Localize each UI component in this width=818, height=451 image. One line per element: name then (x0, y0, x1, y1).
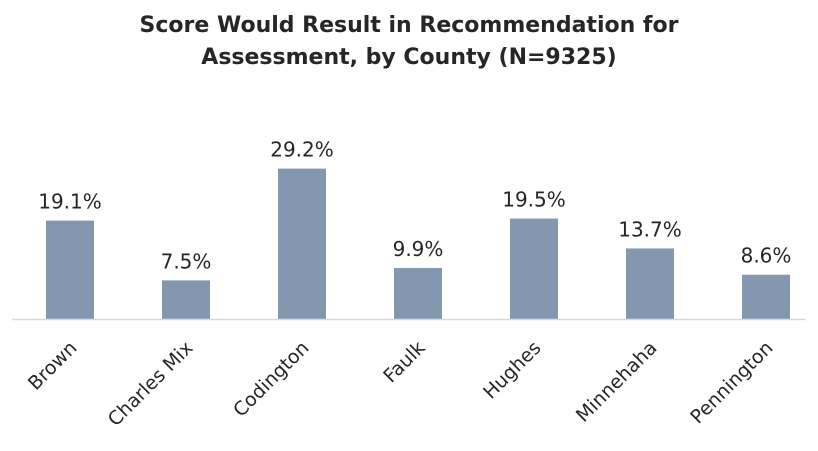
bar-pennington (742, 274, 790, 319)
data-label-minnehaha: 13.7% (618, 217, 682, 241)
data-label-hughes: 19.5% (502, 188, 566, 212)
x-tick-label-charles-mix: Charles Mix (104, 337, 198, 431)
bar-charles-mix (162, 280, 210, 319)
x-tick-label-codington: Codington (229, 337, 313, 421)
x-tick-label-hughes: Hughes (479, 337, 545, 403)
x-tick-label-pennington: Pennington (686, 337, 777, 428)
data-label-charles-mix: 7.5% (161, 249, 212, 273)
x-tick-label-brown: Brown (24, 337, 82, 395)
data-label-faulk: 9.9% (393, 237, 444, 261)
bar-brown (46, 220, 94, 319)
data-label-pennington: 8.6% (741, 244, 792, 268)
chart-title-line-1: Score Would Result in Recommendation for (139, 13, 679, 38)
data-label-brown: 19.1% (38, 190, 102, 214)
chart-title-line-2: Assessment, by County (N=9325) (201, 45, 617, 70)
x-tick-label-faulk: Faulk (379, 337, 429, 387)
bar-faulk (394, 268, 442, 319)
bar-minnehaha (626, 248, 674, 319)
chart-title: Score Would Result in Recommendation for… (0, 10, 818, 74)
data-label-codington: 29.2% (270, 138, 334, 162)
x-tick-label-minnehaha: Minnehaha (572, 337, 662, 427)
bar-codington (278, 168, 326, 319)
bar-hughes (510, 218, 558, 319)
